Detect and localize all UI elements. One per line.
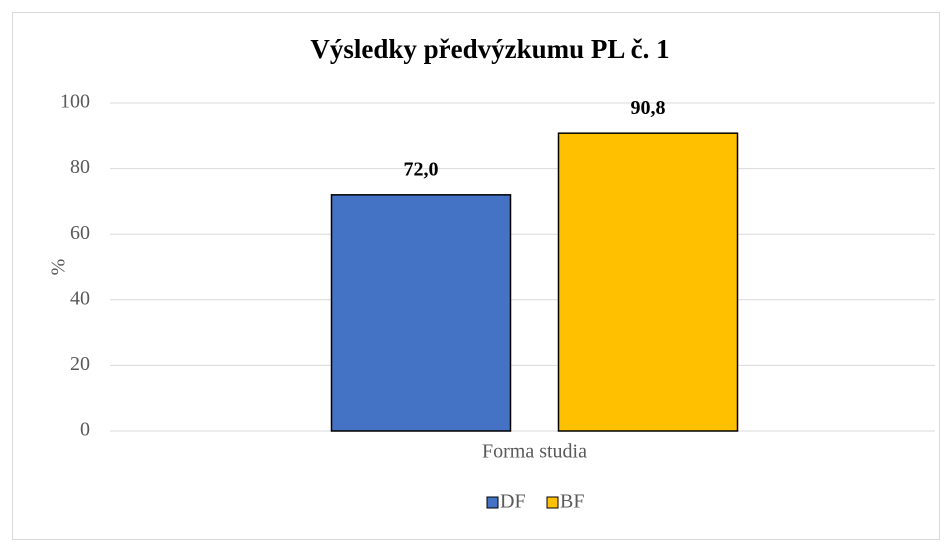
bar [557, 132, 739, 432]
legend-swatch [546, 496, 559, 509]
y-tick-label: 80 [70, 156, 90, 178]
y-axis-label: % [48, 259, 70, 276]
legend-label: BF [560, 491, 584, 513]
x-tick-label: Forma studia [482, 441, 587, 463]
y-tick-label: 0 [80, 419, 90, 441]
value-label: 72,0 [404, 158, 439, 180]
value-label: 90,8 [631, 97, 666, 119]
bar [330, 194, 512, 432]
y-tick-label: 20 [70, 353, 90, 375]
y-tick-label: 60 [70, 222, 90, 244]
y-tick-label: 100 [60, 91, 90, 113]
y-tick-label: 40 [70, 287, 90, 309]
chart-title: Výsledky předvýzkumu PL č. 1 [310, 34, 669, 64]
legend-label: DF [500, 491, 526, 513]
legend-swatch [486, 496, 499, 509]
